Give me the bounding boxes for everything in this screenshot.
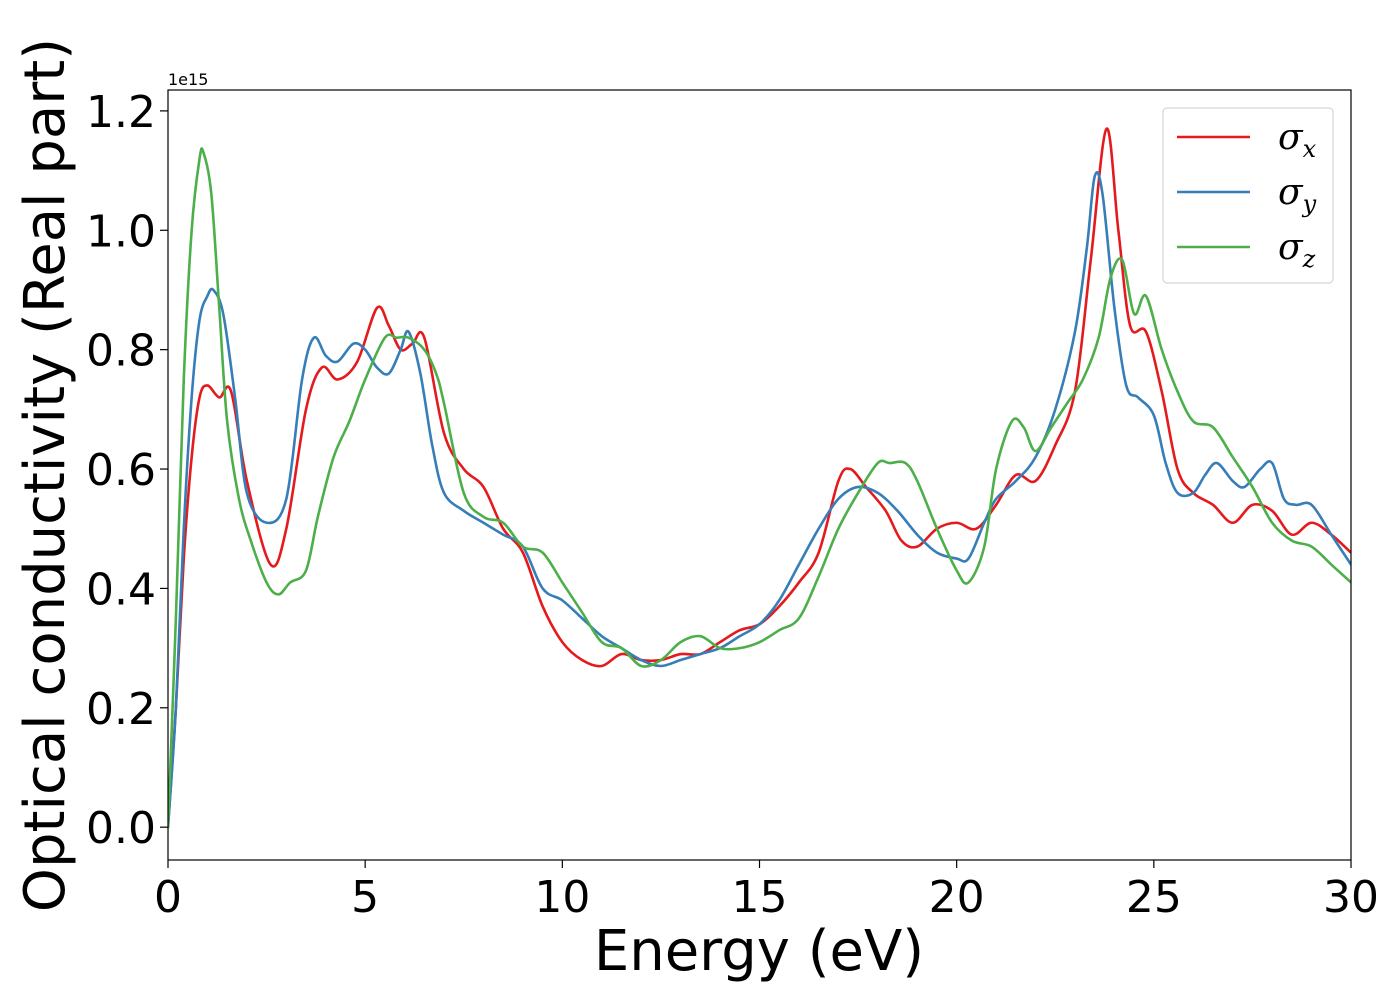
x-tick-label: 5	[351, 872, 379, 923]
y-tick-label: 0.4	[86, 564, 156, 615]
y-axis-title: Optical conductivity (Real part)	[13, 38, 78, 912]
series-line-sigma-x	[168, 127, 1351, 829]
series-line-sigma-z	[168, 147, 1351, 829]
x-tick-label: 30	[1323, 872, 1379, 923]
series-line-sigma-y	[168, 171, 1351, 829]
x-tick-label: 10	[534, 872, 590, 923]
y-tick-label: 0.0	[86, 803, 156, 854]
y-tick-label: 1.2	[86, 87, 156, 138]
y-tick-label: 1.0	[86, 206, 156, 257]
x-axis-title: Energy (eV)	[594, 919, 924, 984]
x-tick-label: 25	[1126, 872, 1182, 923]
legend-label-sigma-z: σz	[1278, 227, 1316, 273]
y-tick-label: 0.8	[86, 326, 156, 377]
y-axis: 0.0 0.2 0.4 0.6 0.8 1.0 1.2	[86, 87, 168, 854]
y-tick-label: 0.2	[86, 684, 156, 735]
x-tick-label: 15	[732, 872, 788, 923]
x-tick-label: 0	[154, 872, 182, 923]
y-tick-label: 0.6	[86, 445, 156, 496]
y-offset-text: 1e15	[168, 70, 208, 89]
legend-box	[1162, 107, 1334, 284]
x-axis: 0 5 10 15 20 25 30	[154, 860, 1379, 923]
x-tick-label: 20	[929, 872, 985, 923]
series-layer	[168, 127, 1351, 829]
